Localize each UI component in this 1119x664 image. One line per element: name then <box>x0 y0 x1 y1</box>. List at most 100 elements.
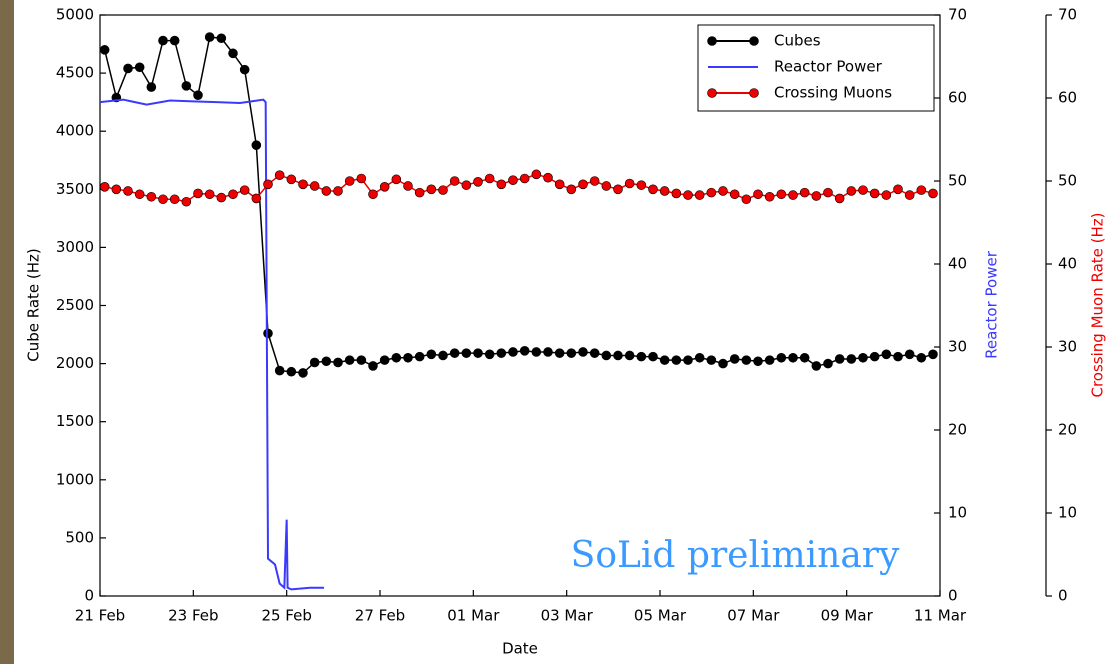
point <box>414 351 425 362</box>
y2-tick-label: 40 <box>948 255 967 273</box>
y2-tick-label: 30 <box>948 338 967 356</box>
point <box>554 348 565 358</box>
y-tick-label: 1500 <box>56 412 94 430</box>
point <box>356 173 367 184</box>
point <box>99 45 110 55</box>
point <box>753 356 763 367</box>
y2-tick-label: 20 <box>948 421 967 439</box>
point <box>578 179 588 190</box>
y3-tick-label: 40 <box>1058 255 1077 273</box>
x-axis-label: Date <box>502 640 538 658</box>
point <box>858 185 868 195</box>
point <box>228 48 238 59</box>
y3-tick-label: 30 <box>1058 338 1077 356</box>
point <box>928 349 938 360</box>
y2-tick-label: 50 <box>948 172 967 190</box>
x-tick-label: 01 Mar <box>447 607 500 625</box>
point <box>683 355 693 365</box>
point <box>659 355 670 365</box>
point <box>391 352 402 363</box>
y-tick-label: 3000 <box>56 238 94 256</box>
point <box>134 189 145 200</box>
point <box>811 361 822 371</box>
point <box>99 182 110 192</box>
point <box>204 32 215 42</box>
point <box>193 90 203 100</box>
point <box>764 355 775 365</box>
x-tick-label: 27 Feb <box>355 607 405 625</box>
point <box>636 351 647 362</box>
point <box>718 358 728 369</box>
point <box>321 186 332 196</box>
y2-tick-label: 10 <box>948 504 967 522</box>
point <box>671 355 682 365</box>
point <box>333 357 343 368</box>
x-tick-label: 09 Mar <box>821 607 874 625</box>
y-axis-label: Cube Rate (Hz) <box>25 248 43 362</box>
point <box>834 354 845 364</box>
point <box>741 355 752 365</box>
point <box>928 188 938 199</box>
point <box>706 355 717 365</box>
y-tick-label: 2500 <box>56 296 94 314</box>
point <box>788 190 798 200</box>
point <box>426 349 437 360</box>
point <box>123 63 133 74</box>
x-tick-label: 25 Feb <box>261 607 311 625</box>
point <box>589 176 600 186</box>
point <box>146 82 157 92</box>
point <box>823 358 833 369</box>
point <box>543 347 553 357</box>
y3-tick-label: 10 <box>1058 504 1077 522</box>
point <box>239 64 250 75</box>
point <box>648 184 658 195</box>
point <box>904 349 915 360</box>
point <box>239 185 250 195</box>
point <box>893 184 903 195</box>
point <box>718 186 728 196</box>
point <box>799 187 810 198</box>
legend-marker <box>749 36 759 46</box>
point <box>846 186 857 196</box>
point <box>659 186 670 196</box>
point <box>601 350 612 361</box>
y3-tick-label: 20 <box>1058 421 1077 439</box>
point <box>893 351 903 362</box>
point <box>624 178 635 189</box>
point <box>368 189 378 200</box>
point <box>916 352 927 363</box>
y-tick-label: 2000 <box>56 354 94 372</box>
point <box>414 187 425 198</box>
point <box>706 187 717 198</box>
point <box>753 189 763 200</box>
point <box>508 347 518 357</box>
point <box>869 351 880 362</box>
y3-tick-label: 70 <box>1058 6 1077 24</box>
y3-tick-label: 60 <box>1058 89 1077 107</box>
x-tick-label: 21 Feb <box>75 607 125 625</box>
point <box>636 180 647 190</box>
point <box>181 196 192 207</box>
point <box>344 355 355 365</box>
point <box>729 189 740 200</box>
y-tick-label: 0 <box>84 587 94 605</box>
annotation: SoLid preliminary <box>571 535 900 576</box>
point <box>613 350 623 361</box>
x-tick-label: 11 Mar <box>914 607 967 625</box>
point <box>461 348 472 358</box>
x-tick-label: 03 Mar <box>541 607 594 625</box>
point <box>776 189 787 200</box>
point <box>613 184 623 195</box>
point <box>496 348 507 358</box>
point <box>379 355 390 365</box>
point <box>403 352 413 363</box>
point <box>694 190 705 200</box>
series-line <box>99 98 324 591</box>
legend-marker <box>707 88 717 98</box>
x-tick-label: 05 Mar <box>634 607 687 625</box>
point <box>111 184 122 195</box>
point <box>764 191 775 202</box>
point <box>449 348 460 358</box>
point <box>811 191 822 201</box>
